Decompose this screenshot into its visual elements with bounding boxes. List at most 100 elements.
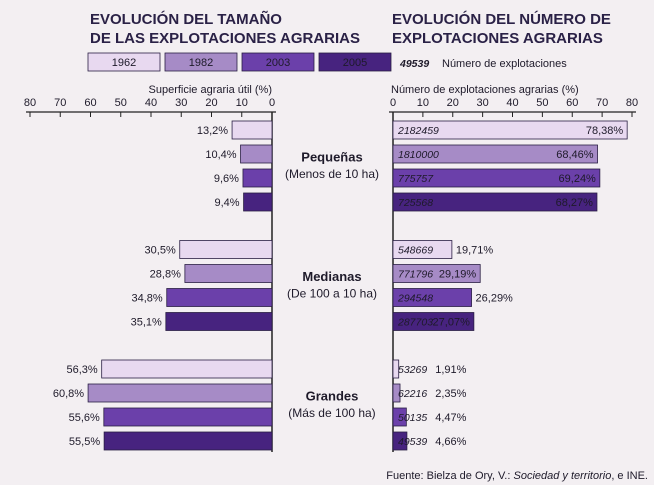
- bar: [392, 264, 481, 283]
- bar: [392, 288, 472, 307]
- source-part: Fuente: Bielza de Ory, V.:: [386, 470, 513, 482]
- legend-swatch: [87, 52, 161, 72]
- value-label: 9,4%: [214, 197, 239, 209]
- x-tick-label: 30: [477, 97, 489, 109]
- count-label: 1810000: [398, 149, 439, 161]
- value-label: 4,66%: [435, 436, 466, 448]
- x-tick-label: 40: [506, 97, 518, 109]
- value-label: 68,46%: [556, 149, 594, 161]
- bar: [101, 359, 273, 379]
- x-tick-label: 20: [205, 97, 217, 109]
- chart-title: DE LAS EXPLOTACIONES AGRARIAS: [90, 30, 360, 47]
- legend-label: 2003: [266, 57, 290, 69]
- legend-note: Número de explotaciones: [442, 58, 567, 70]
- x-tick-label: 10: [417, 97, 429, 109]
- count-label: 771796: [398, 268, 433, 280]
- x-tick-label: 40: [145, 97, 157, 109]
- bar: [392, 407, 407, 427]
- x-tick-label: 0: [269, 97, 275, 109]
- chart-title: EXPLOTACIONES AGRARIAS: [392, 30, 603, 47]
- legend-label: 1982: [189, 57, 213, 69]
- value-label: 27,07%: [433, 316, 471, 328]
- chart-title: EVOLUCIÓN DEL TAMAÑO: [90, 10, 282, 28]
- bar: [392, 240, 453, 259]
- legend-swatch: [164, 52, 238, 72]
- legend-swatch: [241, 52, 315, 72]
- value-label: 30,5%: [145, 244, 176, 256]
- bar: [392, 312, 475, 331]
- legend-swatch: [318, 52, 392, 72]
- bar: [242, 168, 273, 188]
- x-tick-label: 80: [626, 97, 638, 109]
- value-label: 68,27%: [556, 197, 594, 209]
- bar: [392, 431, 408, 451]
- bar: [392, 168, 601, 188]
- value-label: 1,91%: [435, 364, 466, 376]
- category-label: Grandes: [306, 388, 359, 403]
- source-part: Sociedad y territorio: [513, 470, 611, 482]
- value-label: 56,3%: [66, 364, 97, 376]
- legend-label: 1962: [112, 57, 136, 69]
- bar: [392, 359, 400, 379]
- category-note: (Más de 100 ha): [288, 406, 375, 420]
- x-tick-label: 80: [24, 97, 36, 109]
- x-tick-label: 60: [84, 97, 96, 109]
- category-note: (Menos de 10 ha): [285, 167, 379, 181]
- value-label: 55,6%: [69, 412, 100, 424]
- count-label: 50135: [398, 412, 427, 424]
- value-label: 35,1%: [131, 316, 162, 328]
- legend-sample: 49539: [399, 58, 429, 70]
- x-tick-label: 20: [447, 97, 459, 109]
- value-label: 55,5%: [69, 436, 100, 448]
- value-label: 26,29%: [476, 292, 514, 304]
- x-tick-label: 30: [175, 97, 187, 109]
- bar: [103, 407, 273, 427]
- bar: [392, 383, 401, 403]
- bar: [179, 240, 273, 259]
- source: Fuente: Bielza de Ory, V.: Sociedad y te…: [386, 470, 648, 482]
- x-tick-label: 70: [596, 97, 608, 109]
- value-label: 19,71%: [456, 244, 494, 256]
- value-label: 34,8%: [132, 292, 163, 304]
- category-label: Medianas: [302, 269, 361, 284]
- x-tick-label: 50: [536, 97, 548, 109]
- value-label: 10,4%: [205, 149, 236, 161]
- count-label: 53269: [398, 364, 427, 376]
- bar: [231, 120, 273, 140]
- bar: [392, 192, 598, 212]
- x-tick-label: 0: [390, 97, 396, 109]
- count-label: 775757: [398, 173, 434, 185]
- count-label: 287703: [397, 316, 433, 328]
- value-label: 2,35%: [435, 388, 466, 400]
- x-tick-label: 60: [566, 97, 578, 109]
- bar: [166, 288, 273, 307]
- value-label: 28,8%: [150, 268, 181, 280]
- category-note: (De 100 a 10 ha): [287, 287, 377, 301]
- chart-title: EVOLUCIÓN DEL NÚMERO DE: [392, 10, 611, 28]
- legend-label: 2005: [343, 57, 367, 69]
- count-label: 725568: [398, 197, 433, 209]
- count-label: 2182459: [397, 125, 439, 137]
- bar: [87, 383, 273, 403]
- x-tick-label: 50: [115, 97, 127, 109]
- bar: [243, 192, 273, 212]
- value-label: 4,47%: [435, 412, 466, 424]
- value-label: 9,6%: [214, 173, 239, 185]
- count-label: 62216: [398, 388, 427, 400]
- count-label: 294548: [397, 292, 433, 304]
- bar: [392, 120, 628, 140]
- value-label: 60,8%: [53, 388, 84, 400]
- x-tick-label: 10: [236, 97, 248, 109]
- bar: [184, 264, 273, 283]
- value-label: 69,24%: [559, 173, 597, 185]
- bar: [165, 312, 273, 331]
- x-tick-label: 70: [54, 97, 66, 109]
- count-label: 548669: [398, 244, 433, 256]
- axis-label: Número de explotaciones agrarias (%): [391, 84, 579, 96]
- value-label: 78,38%: [586, 125, 624, 137]
- bar: [392, 144, 598, 164]
- value-label: 29,19%: [439, 268, 477, 280]
- source-part: , e INE.: [611, 470, 648, 482]
